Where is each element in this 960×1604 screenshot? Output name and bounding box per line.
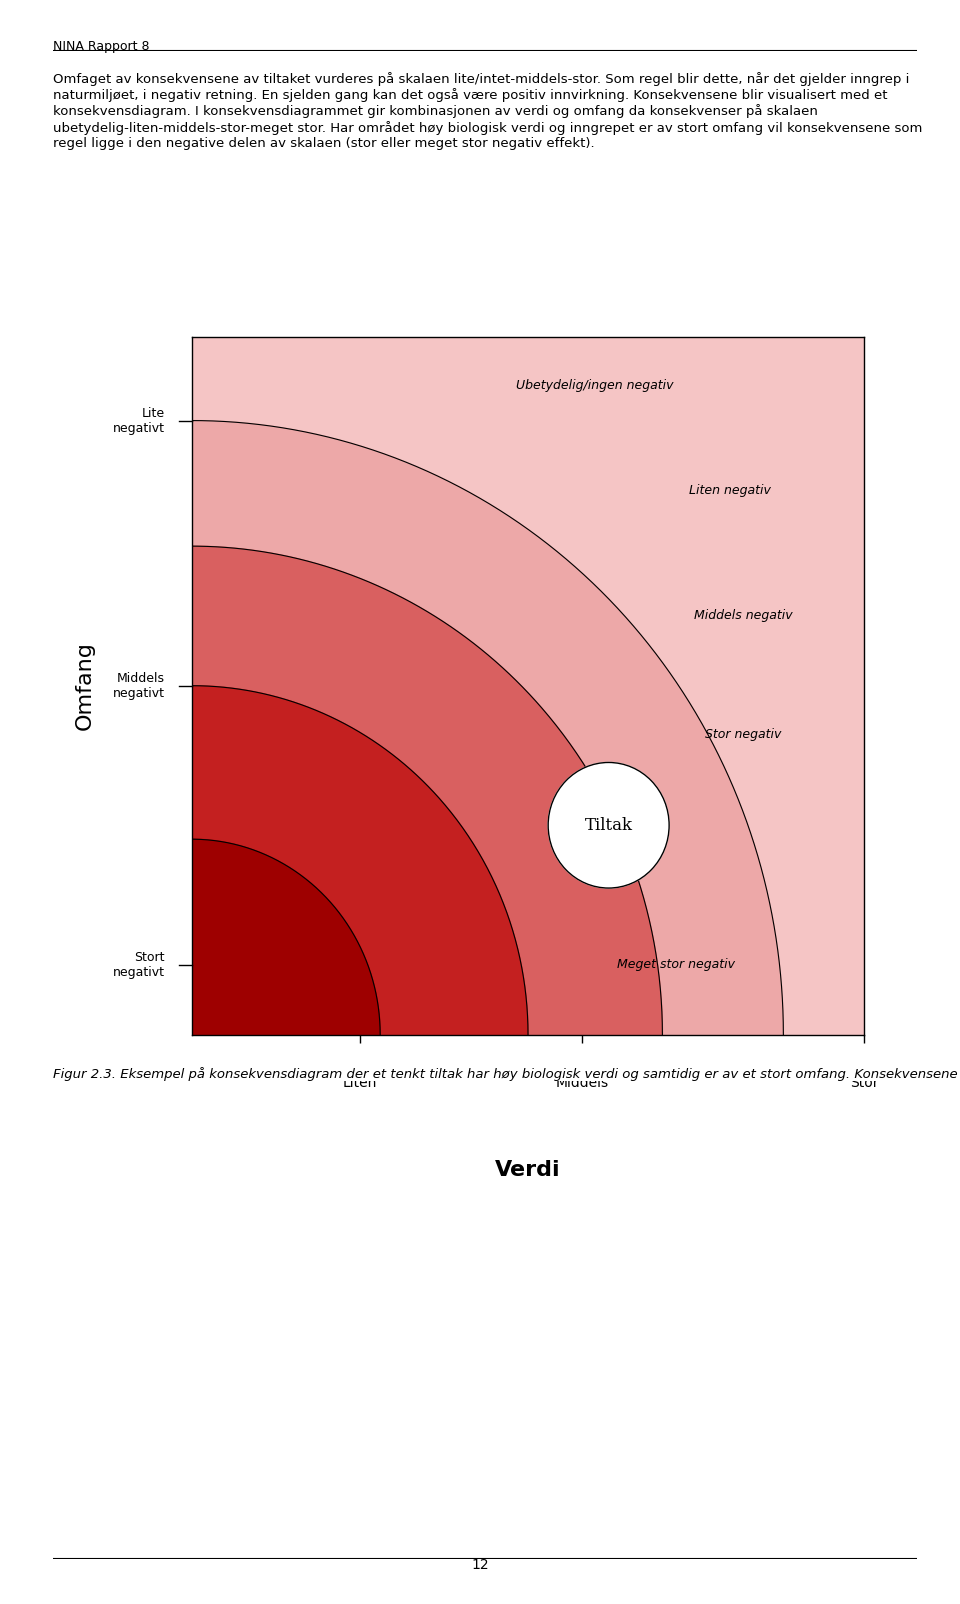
Text: Ubetydelig/ingen negativ: Ubetydelig/ingen negativ: [516, 379, 674, 393]
Polygon shape: [192, 545, 662, 1035]
Text: 12: 12: [471, 1557, 489, 1572]
Text: Omfaget av konsekvensene av tiltaket vurderes på skalaen lite/intet-middels-stor: Omfaget av konsekvensene av tiltaket vur…: [53, 72, 923, 149]
Text: Meget stor negativ: Meget stor negativ: [617, 958, 734, 972]
Polygon shape: [192, 420, 783, 1035]
Polygon shape: [192, 337, 864, 1035]
Text: Stor: Stor: [850, 1076, 878, 1091]
Text: Stor negativ: Stor negativ: [705, 728, 781, 741]
Text: Liten: Liten: [343, 1076, 377, 1091]
Text: NINA Rapport 8: NINA Rapport 8: [53, 40, 150, 53]
Text: Omfang: Omfang: [75, 642, 94, 730]
Polygon shape: [192, 839, 380, 1035]
Text: Middels: Middels: [555, 1076, 609, 1091]
Text: Lite
negativt: Lite negativt: [113, 406, 165, 435]
Text: Middels negativ: Middels negativ: [694, 610, 792, 622]
Text: Verdi: Verdi: [495, 1160, 561, 1181]
Text: Middels
negativt: Middels negativt: [113, 672, 165, 699]
Circle shape: [548, 762, 669, 889]
Text: Stort
negativt: Stort negativt: [113, 951, 165, 978]
Text: Figur 2.3. Eksempel på konsekvensdiagram der et tenkt tiltak har høy biologisk v: Figur 2.3. Eksempel på konsekvensdiagram…: [53, 1067, 960, 1081]
Text: Liten negativ: Liten negativ: [688, 484, 771, 497]
Text: Tiltak: Tiltak: [585, 816, 633, 834]
Polygon shape: [192, 687, 528, 1035]
